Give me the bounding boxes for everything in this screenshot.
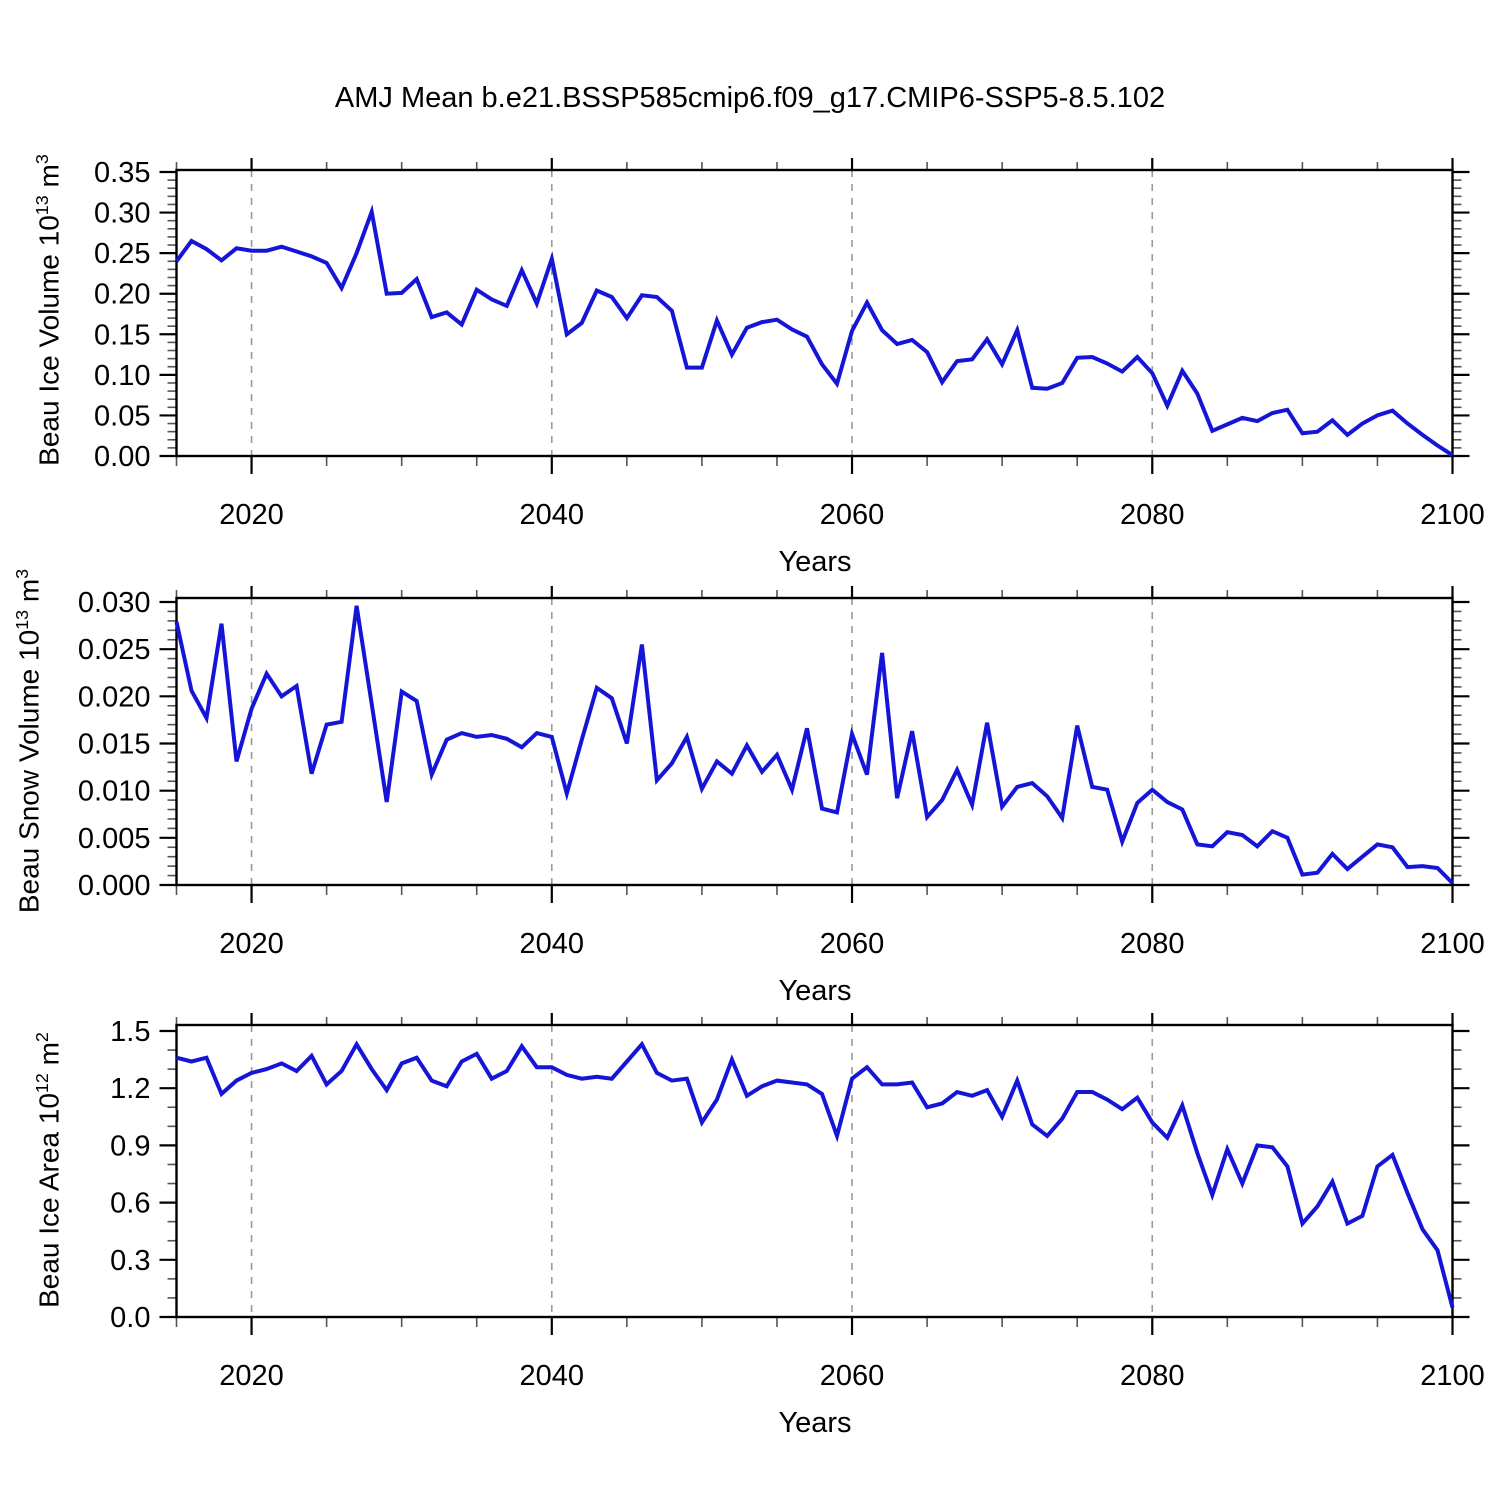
y-axis-label-text: Beau Ice Area 10 — [33, 1093, 65, 1308]
y-tick-label: 1.2 — [110, 1073, 150, 1105]
y-axis-label-unit: m — [33, 1042, 65, 1074]
y-tick-label: 0.3 — [110, 1245, 150, 1277]
data-line-beau-ice-area — [176, 1040, 1455, 1309]
y-tick-label: 0.010 — [78, 776, 151, 808]
y-tick-label: 0.030 — [78, 587, 151, 619]
x-axis-label-panel-2: Years — [778, 975, 852, 1007]
y-tick-label: 0.9 — [110, 1130, 150, 1162]
x-tick-label: 2080 — [1120, 1360, 1185, 1392]
y-tick-label: 0.35 — [94, 157, 150, 189]
x-axis-label-panel-1: Years — [778, 546, 852, 578]
y-tick-label: 0.15 — [94, 319, 150, 351]
y-axis-label-exponent: 12 — [32, 1073, 52, 1094]
x-tick-label: 2040 — [520, 499, 585, 531]
y-axis-label-unit-exponent: 3 — [12, 568, 32, 579]
y-tick-label: 0.000 — [78, 870, 151, 902]
panel-3: 2020 2040 2060 2080 2100 1.5 1.2 0.9 0.6 0.3 0.0 — [110, 1013, 1485, 1392]
x-tick-label: 2060 — [820, 928, 885, 960]
y-tick-label: 0.10 — [94, 360, 150, 392]
x-tick-label: 2040 — [520, 1360, 585, 1392]
x-axis-label-panel-3: Years — [778, 1407, 852, 1439]
y-tick-label: 1.5 — [110, 1016, 150, 1048]
chart-title: AMJ Mean b.e21.BSSP585cmip6.f09_g17.CMIP… — [334, 82, 1166, 114]
axes-box — [175, 1023, 1454, 1319]
x-tick-label: 2100 — [1420, 928, 1485, 960]
y-tick-label: 0.30 — [94, 198, 150, 230]
y-tick-label: 0.0 — [110, 1302, 150, 1334]
y-axis-label-unit-exponent: 2 — [32, 1032, 52, 1043]
y-tick-label: 0.005 — [78, 823, 151, 855]
x-tick-label: 2040 — [520, 928, 585, 960]
y-tick-label: 0.025 — [78, 634, 151, 666]
y-tick-label: 0.020 — [78, 681, 151, 713]
x-tick-label: 2100 — [1420, 499, 1485, 531]
y-axis-label-unit-exponent: 3 — [32, 154, 52, 165]
y-tick-label: 0.6 — [110, 1188, 150, 1220]
panel-1: 2020 2040 2060 2080 2100 0.35 0.30 0.25 0.20 0.15… — [94, 157, 1485, 531]
y-tick-label: 0.015 — [78, 729, 151, 761]
data-line-beau-snow-volume — [174, 605, 1454, 885]
y-tick-label: 0.20 — [94, 279, 150, 311]
panel-2: 2020 2040 2060 2080 2100 0.030 0.025 0.020 0.015… — [78, 586, 1485, 960]
y-axis-label-unit: m — [13, 578, 45, 610]
y-axis-label-ice-area: Beau Ice Area 1012 m2 — [25, 870, 64, 1470]
y-axis-label-exponent: 13 — [12, 609, 32, 630]
x-tick-label: 2100 — [1420, 1360, 1485, 1392]
y-axis-label-exponent: 13 — [32, 195, 52, 216]
axes-box — [175, 596, 1454, 887]
x-tick-label: 2020 — [219, 1360, 284, 1392]
data-line-beau-ice-volume — [174, 204, 1454, 457]
y-tick-label: 0.00 — [94, 441, 150, 473]
x-tick-label: 2020 — [219, 499, 284, 531]
y-axis-label-text: Beau Ice Volume 10 — [33, 215, 65, 466]
x-tick-label: 2080 — [1120, 499, 1185, 531]
y-tick-label: 0.05 — [94, 400, 150, 432]
x-tick-label: 2060 — [820, 499, 885, 531]
axes-box — [175, 168, 1454, 458]
x-tick-label: 2060 — [820, 1360, 885, 1392]
x-tick-label: 2020 — [219, 928, 284, 960]
x-tick-label: 2080 — [1120, 928, 1185, 960]
y-axis-label-unit: m — [33, 164, 65, 196]
y-tick-label: 0.25 — [94, 238, 150, 270]
